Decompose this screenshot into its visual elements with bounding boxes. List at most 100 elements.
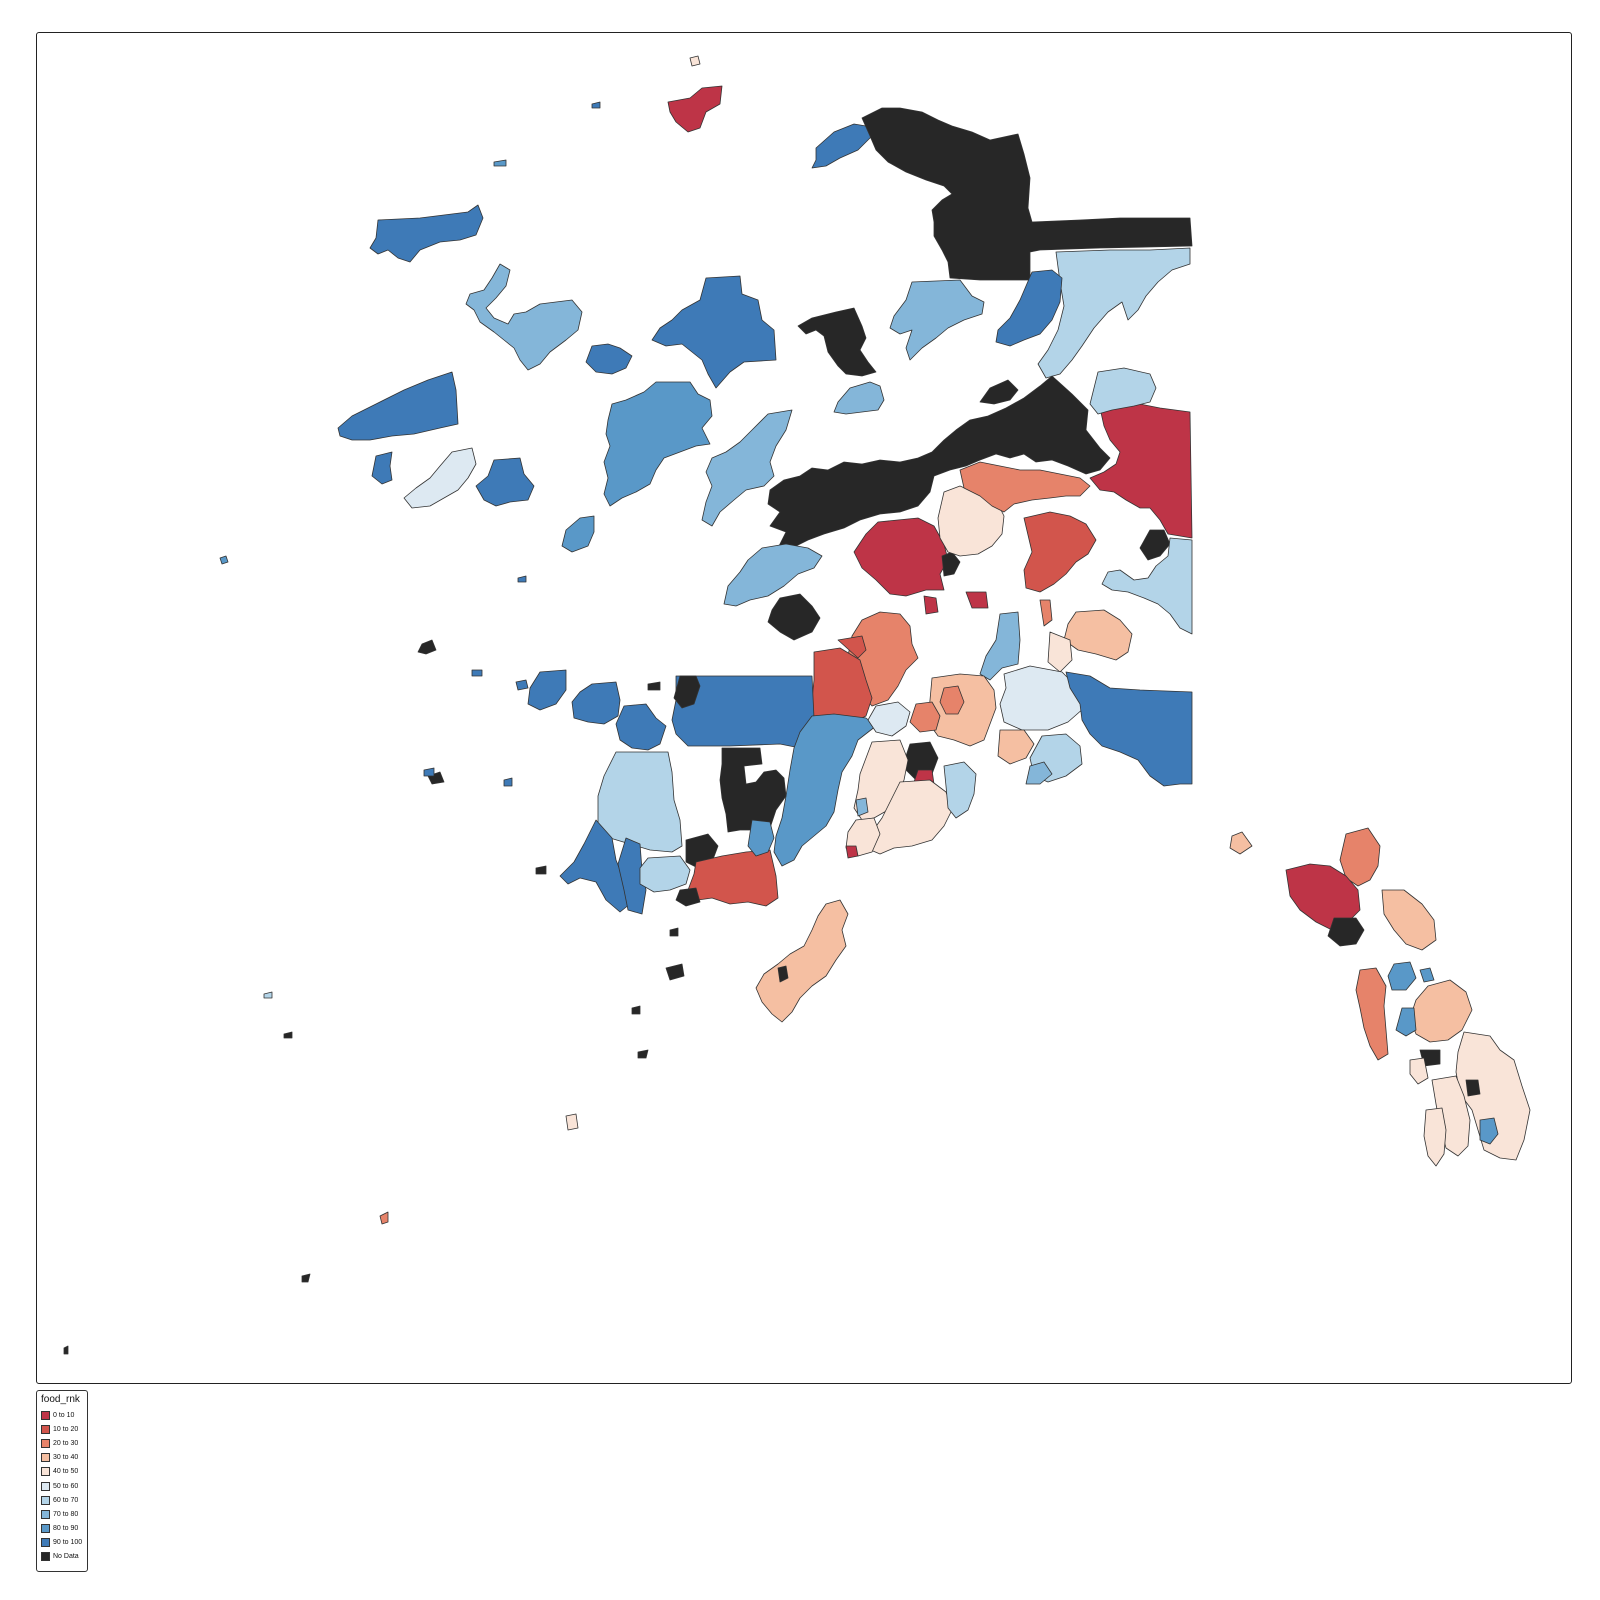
map-region[interactable] <box>665 963 685 981</box>
map-region[interactable] <box>371 451 393 485</box>
map-region[interactable] <box>943 761 977 819</box>
map-region[interactable] <box>999 665 1085 731</box>
map-region[interactable] <box>1409 979 1473 1043</box>
map-region[interactable] <box>797 307 877 377</box>
map-region[interactable] <box>675 887 701 907</box>
map-region[interactable] <box>1089 403 1193 539</box>
map-region[interactable] <box>527 669 567 711</box>
map-region[interactable] <box>723 543 823 607</box>
map-region[interactable] <box>561 515 595 553</box>
map-region[interactable] <box>263 991 273 999</box>
map-region[interactable] <box>585 343 633 375</box>
map-region[interactable] <box>867 701 911 737</box>
map-region[interactable] <box>603 381 713 507</box>
map-region[interactable] <box>845 845 859 859</box>
map-region[interactable] <box>617 837 647 915</box>
map-region[interactable] <box>959 461 1091 513</box>
map-region[interactable] <box>63 1345 69 1355</box>
map-region[interactable] <box>301 1273 311 1283</box>
map-region[interactable] <box>503 777 513 787</box>
map-region[interactable] <box>1339 827 1381 887</box>
map-region[interactable] <box>1063 609 1133 661</box>
map-region[interactable] <box>1025 761 1053 785</box>
map-region[interactable] <box>369 204 484 263</box>
map-region[interactable] <box>493 159 507 167</box>
map-region[interactable] <box>597 751 683 853</box>
map-region[interactable] <box>515 679 529 691</box>
map-region[interactable] <box>979 379 1019 405</box>
map-region[interactable] <box>669 927 679 937</box>
map-region[interactable] <box>1139 529 1171 561</box>
map-region[interactable] <box>889 279 985 361</box>
map-region[interactable] <box>283 1031 293 1039</box>
map-region[interactable] <box>909 701 941 733</box>
map-region[interactable] <box>535 865 547 875</box>
map-region[interactable] <box>1423 1107 1447 1167</box>
map-region[interactable] <box>1409 1057 1429 1085</box>
map-region[interactable] <box>927 673 997 747</box>
map-region[interactable] <box>1419 967 1435 983</box>
map-region[interactable] <box>719 747 787 833</box>
map-region[interactable] <box>1327 917 1365 947</box>
map-region[interactable] <box>1047 631 1073 673</box>
map-region[interactable] <box>767 593 821 641</box>
map-region[interactable] <box>997 729 1035 765</box>
map-region[interactable] <box>833 381 885 415</box>
map-region[interactable] <box>219 555 229 565</box>
map-region[interactable] <box>517 575 527 583</box>
map-region[interactable] <box>337 371 459 441</box>
map-region[interactable] <box>773 713 877 867</box>
map-region[interactable] <box>1479 1117 1499 1145</box>
map-region[interactable] <box>651 275 777 389</box>
map-region[interactable] <box>379 1211 389 1225</box>
map-region[interactable] <box>855 797 869 817</box>
map-region[interactable] <box>1381 889 1437 951</box>
map-region[interactable] <box>465 263 583 371</box>
map-region[interactable] <box>1065 671 1193 787</box>
map-region[interactable] <box>1023 511 1097 593</box>
map-region[interactable] <box>471 669 483 677</box>
map-region[interactable] <box>1037 247 1191 379</box>
map-region[interactable] <box>1039 599 1053 627</box>
map-region[interactable] <box>403 447 477 509</box>
map-region[interactable] <box>747 819 775 857</box>
map-region[interactable] <box>571 681 621 725</box>
map-region[interactable] <box>1089 367 1157 415</box>
map-region[interactable] <box>1465 1079 1481 1097</box>
map-region[interactable] <box>417 639 437 655</box>
map-region[interactable] <box>637 1049 649 1059</box>
map-region[interactable] <box>1355 967 1389 1061</box>
map-region[interactable] <box>1387 961 1417 991</box>
map-region[interactable] <box>565 1113 579 1131</box>
map-region[interactable] <box>837 635 867 659</box>
map-region[interactable] <box>995 269 1063 347</box>
map-region[interactable] <box>701 409 793 527</box>
map-region[interactable] <box>667 85 723 133</box>
map-region[interactable] <box>811 123 873 169</box>
map-region[interactable] <box>755 899 849 1023</box>
map-region[interactable] <box>615 703 667 751</box>
map-region[interactable] <box>767 375 1111 549</box>
map-region[interactable] <box>639 855 691 893</box>
map-region[interactable] <box>979 611 1021 681</box>
map-region[interactable] <box>1285 863 1361 931</box>
map-region[interactable] <box>591 101 601 109</box>
map-region[interactable] <box>861 107 1193 281</box>
map-region[interactable] <box>673 675 701 709</box>
map-region[interactable] <box>647 681 661 691</box>
map-region[interactable] <box>777 965 789 983</box>
map-region[interactable] <box>689 55 701 67</box>
map-region[interactable] <box>631 1005 641 1015</box>
map-region[interactable] <box>671 675 815 749</box>
map-region[interactable] <box>941 551 961 577</box>
map-region[interactable] <box>853 517 949 597</box>
map-region[interactable] <box>1229 831 1253 855</box>
map-region[interactable] <box>923 595 939 615</box>
map-region[interactable] <box>1101 537 1193 635</box>
map-region[interactable] <box>965 591 989 609</box>
map-region[interactable] <box>475 457 535 507</box>
map-region[interactable] <box>423 767 435 777</box>
map-region[interactable] <box>939 685 965 715</box>
map-region[interactable] <box>1395 1007 1417 1037</box>
